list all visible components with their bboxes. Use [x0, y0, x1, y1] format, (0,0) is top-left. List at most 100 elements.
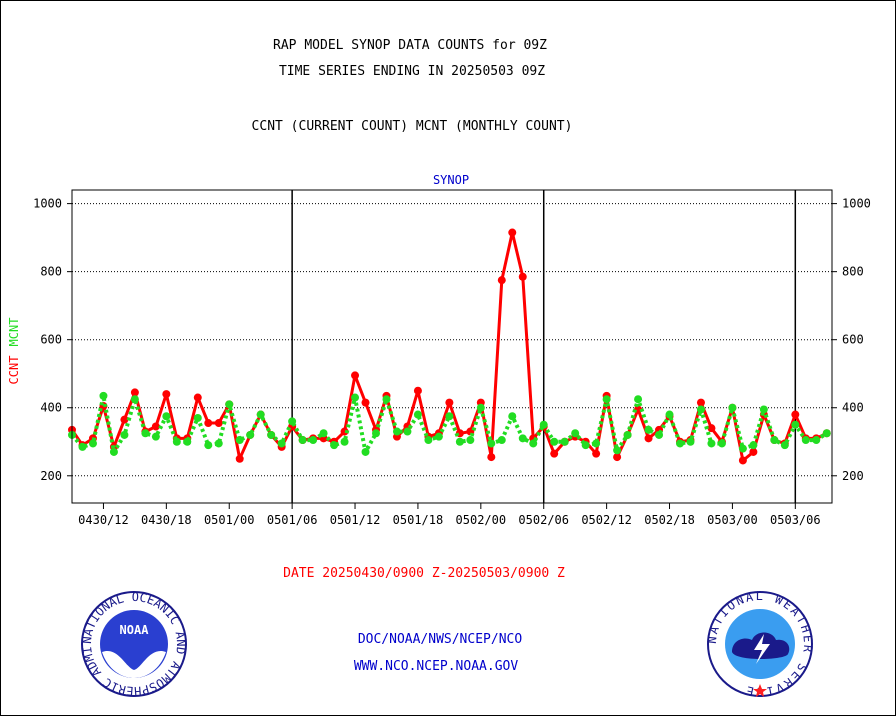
data-point-ccnt: [644, 434, 653, 443]
data-point-ccnt: [707, 424, 716, 433]
data-point-mcnt: [309, 436, 318, 445]
data-point-mcnt: [686, 437, 695, 446]
nws-logo: NATIONAL WEATHER SERVICE: [706, 590, 813, 698]
data-point-mcnt: [676, 439, 684, 448]
y-axis-label-mcnt: MCNT: [7, 318, 21, 347]
x-tick-label: 0501/06: [267, 513, 318, 527]
data-point-mcnt: [434, 432, 443, 441]
x-tick-label: 0501/00: [204, 513, 255, 527]
y-axis-label-ccnt: CCNT: [7, 356, 21, 385]
data-point-ccnt: [487, 453, 496, 462]
data-point-mcnt: [508, 412, 517, 421]
data-point-ccnt: [162, 390, 171, 399]
x-tick-label: 0503/06: [770, 513, 821, 527]
data-point-mcnt: [770, 436, 779, 445]
data-point-ccnt: [151, 422, 160, 431]
data-point-mcnt: [560, 437, 569, 446]
data-point-mcnt: [193, 413, 202, 422]
data-point-mcnt: [738, 444, 747, 453]
data-point-mcnt: [466, 436, 475, 445]
data-point-mcnt: [361, 447, 370, 456]
noaa-logo: NATIONAL OCEANIC AND ATMOSPHERIC ADMINIS…: [80, 590, 188, 698]
data-point-ccnt: [445, 398, 454, 407]
y-tick-label-left: 200: [40, 469, 62, 483]
data-point-mcnt: [403, 427, 412, 436]
data-point-ccnt: [413, 386, 422, 395]
y-tick-label-right: 1000: [842, 197, 871, 211]
data-point-mcnt: [162, 412, 171, 421]
x-tick-label: 0501/12: [330, 513, 381, 527]
data-point-mcnt: [130, 395, 139, 404]
data-point-mcnt: [277, 439, 286, 448]
data-point-mcnt: [801, 436, 810, 445]
date-range-label: DATE 20250430/0900 Z-20250503/0900 Z: [283, 566, 565, 581]
data-point-mcnt: [728, 403, 737, 412]
data-point-mcnt: [717, 439, 726, 448]
data-point-mcnt: [78, 442, 87, 451]
data-point-ccnt: [791, 410, 800, 419]
data-point-mcnt: [109, 447, 118, 456]
y-tick-label-right: 600: [842, 333, 864, 347]
data-point-mcnt: [151, 432, 160, 441]
data-point-mcnt: [476, 403, 485, 412]
chart-title-line1: RAP MODEL SYNOP DATA COUNTS for 09Z: [273, 38, 547, 53]
x-tick-label: 0503/00: [707, 513, 758, 527]
plot-frame: [71, 189, 833, 504]
y-tick-label-left: 800: [40, 265, 62, 279]
data-point-mcnt: [623, 430, 632, 439]
data-point-mcnt: [424, 436, 433, 445]
data-point-ccnt: [340, 427, 349, 436]
x-tick-label: 0502/18: [644, 513, 695, 527]
x-tick-label: 0430/12: [78, 513, 129, 527]
data-point-mcnt: [256, 410, 265, 419]
data-point-mcnt: [340, 437, 349, 446]
y-tick-label-left: 400: [40, 401, 62, 415]
y-tick-label-right: 400: [842, 401, 864, 415]
data-point-ccnt: [497, 276, 506, 285]
data-point-mcnt: [141, 429, 150, 438]
data-point-mcnt: [497, 436, 506, 445]
data-point-ccnt: [696, 398, 705, 407]
data-point-mcnt: [330, 441, 339, 450]
data-point-mcnt: [413, 410, 422, 419]
plot-label: SYNOP: [433, 173, 469, 187]
data-point-mcnt: [204, 441, 213, 450]
y-tick-label-left: 1000: [33, 197, 62, 211]
data-point-mcnt: [183, 437, 192, 446]
website-link[interactable]: WWW.NCO.NCEP.NOAA.GOV: [353, 659, 519, 674]
data-point-mcnt: [487, 439, 496, 448]
data-point-mcnt: [319, 429, 328, 438]
data-point-mcnt: [235, 436, 244, 445]
svg-text:NOAA: NOAA: [120, 623, 150, 637]
org-label: DOC/NOAA/NWS/NCEP/NCO: [357, 632, 523, 647]
data-point-mcnt: [539, 420, 548, 429]
data-point-mcnt: [592, 439, 601, 448]
data-point-mcnt: [172, 437, 181, 446]
data-point-mcnt: [571, 429, 580, 438]
x-tick-label: 0501/18: [393, 513, 444, 527]
data-point-ccnt: [120, 415, 129, 424]
data-point-ccnt: [550, 449, 559, 458]
data-point-mcnt: [529, 439, 538, 448]
y-tick-label-left: 600: [40, 333, 62, 347]
data-point-mcnt: [99, 391, 108, 400]
data-point-mcnt: [392, 427, 401, 436]
chart-title-line2: TIME SERIES ENDING IN 20250503 09Z: [278, 64, 546, 79]
data-point-mcnt: [655, 430, 664, 439]
data-point-ccnt: [738, 456, 747, 465]
data-point-mcnt: [696, 405, 705, 414]
chart-subtitle: CCNT (CURRENT COUNT) MCNT (MONTHLY COUNT…: [251, 119, 573, 134]
data-point-ccnt: [613, 453, 622, 462]
data-point-mcnt: [550, 437, 559, 446]
data-point-mcnt: [581, 441, 590, 450]
data-point-ccnt: [193, 393, 202, 402]
data-point-mcnt: [214, 439, 223, 448]
data-point-mcnt: [455, 437, 464, 446]
y-tick-label-right: 800: [842, 265, 864, 279]
x-tick-label: 0502/12: [581, 513, 632, 527]
data-point-mcnt: [382, 395, 391, 404]
data-point-mcnt: [351, 393, 360, 402]
data-point-mcnt: [372, 429, 380, 438]
data-point-mcnt: [298, 436, 307, 445]
